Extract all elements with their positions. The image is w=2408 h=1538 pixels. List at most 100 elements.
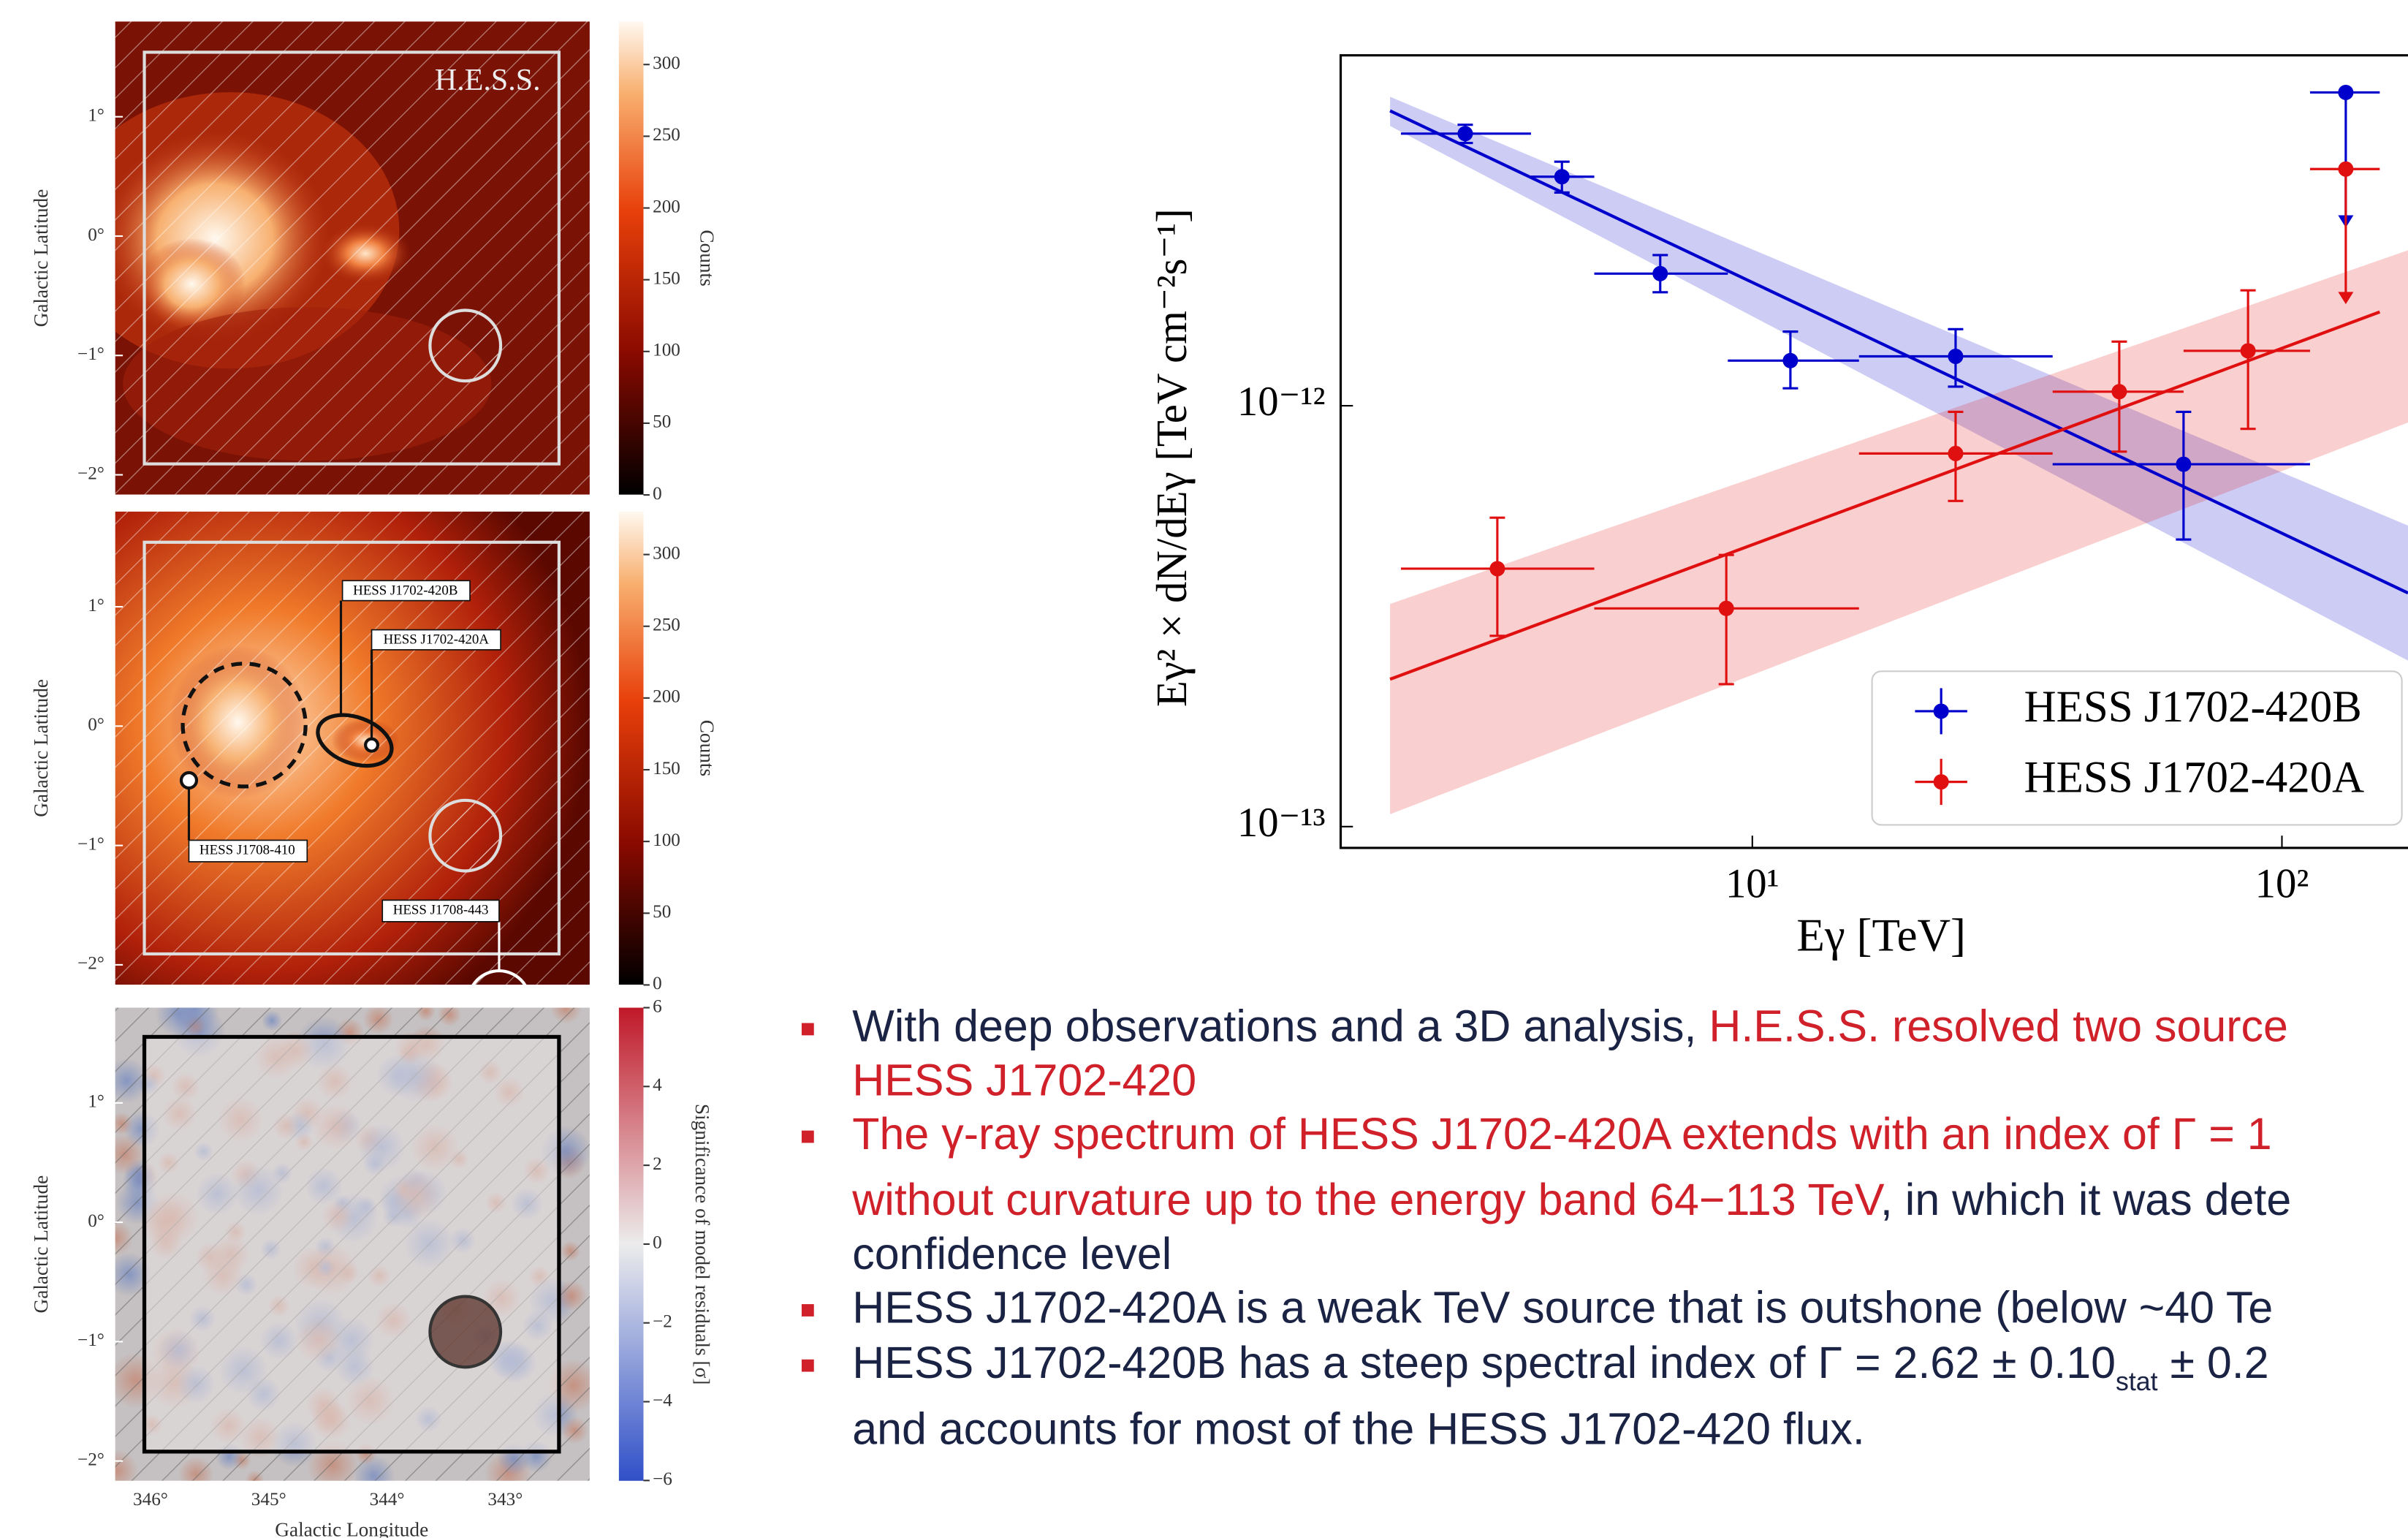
y-tick-label: 1° [88, 105, 105, 125]
axis-label: Galactic Latitude [30, 679, 52, 817]
bullet-marker [801, 1130, 814, 1143]
colorbar-tick-label: −2 [653, 1312, 672, 1332]
x-tick-label: 10¹ [1725, 861, 1780, 907]
data-point [1457, 126, 1473, 142]
upper-limit-head [2338, 292, 2354, 305]
legend-label: HESS J1702-420B [2024, 683, 2362, 732]
bullet-line: HESS J1702-420 [852, 1056, 1196, 1107]
fit-line [1389, 310, 2381, 681]
spectrum-chart: 10¹ 10² 10⁻¹³ 10⁻¹² Eγ [TeV] Eγ² × dN/dEγ [Te… [1148, 54, 2408, 961]
model-map [115, 511, 590, 985]
data-point [1948, 348, 1964, 364]
colorbar-tick-label: 200 [653, 687, 680, 707]
bullet-marker [801, 1359, 814, 1372]
source-label: HESS J1708-443 [393, 902, 489, 917]
colorbar-tick-label: −4 [653, 1390, 672, 1410]
colorbar-tick-label: 0 [653, 1233, 662, 1253]
map-ticks: 1° 0° −1° −2° 1° 0° −1° −2° 1° 0° −1° −2° 346° 345° 34… [77, 53, 680, 1509]
x-tick-label: 345° [251, 1490, 286, 1509]
y-tick-label: 10⁻¹² [1237, 379, 1326, 425]
y-tick-label: −2° [77, 954, 105, 974]
colorbar-tick-label: 0 [653, 974, 662, 993]
colorbar-tick-label: 6 [653, 996, 662, 1016]
bullet-line: confidence level [852, 1229, 1171, 1281]
legend-marker [1933, 703, 1949, 719]
y-tick-label: 10⁻¹³ [1237, 800, 1326, 846]
y-tick-label: 1° [88, 1092, 105, 1112]
bullet-line: The γ-ray spectrum of HESS J1702-420A ex… [852, 1109, 2271, 1161]
confidence-band [1390, 96, 2408, 661]
bullet-line: HESS J1702-420B has a steep spectral ind… [852, 1338, 2268, 1409]
fit-line [1389, 109, 2408, 595]
colorbar-label: Counts [696, 230, 718, 286]
data-point [2111, 384, 2127, 400]
colorbar-tick-label: 100 [653, 341, 680, 360]
colorbar-tick-label: 300 [653, 53, 680, 73]
upper-limit-point [2338, 84, 2354, 100]
x-tick-label: 346° [133, 1490, 168, 1509]
y-tick-label: −1° [77, 834, 105, 854]
text-run: With deep observations and a 3D analysis… [852, 1003, 1709, 1053]
y-tick-label: 0° [88, 1211, 105, 1231]
colorbar-tick-label: 2 [653, 1154, 662, 1174]
legend-marker [1933, 774, 1949, 790]
axis-label: Galactic Latitude [30, 1175, 52, 1314]
colorbar-tick-label: 250 [653, 615, 680, 635]
data-point [1718, 600, 1734, 616]
data-point [1782, 352, 1799, 368]
bullet-line: With deep observations and a 3D analysis… [852, 1001, 2288, 1053]
colorbar-tick-label: 200 [653, 197, 680, 216]
bullet-marker [801, 1304, 814, 1317]
text-run: ± 0.2 [2157, 1339, 2269, 1389]
axis-label: Galactic Longitude [275, 1518, 428, 1537]
colorbar-label: Counts [696, 720, 718, 776]
colorbar-tick-label: 50 [653, 412, 671, 432]
bullet-line: HESS J1702-420A is a weak TeV source tha… [852, 1283, 2273, 1335]
colorbar-tick-label: 300 [653, 543, 680, 563]
text-run: , in which it was dete [1880, 1176, 2292, 1226]
x-tick-label: 10² [2255, 861, 2309, 907]
axis-frame [1339, 54, 2408, 849]
data-point [2176, 456, 2192, 472]
text-run: HESS J1702-420A is a weak TeV source tha… [852, 1284, 2274, 1334]
y-tick-label: −1° [77, 344, 105, 364]
x-axis-label: Eγ [TeV] [1796, 910, 1966, 961]
colorbar [618, 21, 644, 495]
text-run: confidence level [852, 1230, 1172, 1280]
text-run: HESS J1702-420 [852, 1056, 1197, 1107]
y-axis-label: Eγ² × dN/dEγ [TeV cm⁻²s⁻¹] [1148, 208, 1196, 707]
data-point [1489, 561, 1505, 577]
colorbar-tick-label: 50 [653, 902, 671, 922]
y-tick-label: 0° [88, 225, 105, 245]
counts-map [115, 21, 590, 495]
bullet-line: without curvature up to the energy band … [852, 1175, 2291, 1227]
text-run: and accounts for most of the HESS J1702-… [852, 1405, 1865, 1455]
y-tick-label: −1° [77, 1330, 105, 1350]
y-tick-label: −2° [77, 1450, 105, 1469]
x-tick-label: 343° [487, 1490, 523, 1509]
upper-limit-point [2338, 161, 2354, 177]
colorbar-tick-label: −6 [653, 1469, 672, 1489]
y-tick-label: 0° [88, 715, 105, 735]
source-label: HESS J1702-420B [353, 583, 457, 598]
text-run: H.E.S.S. resolved two source [1709, 1003, 2288, 1053]
source-label: HESS J1708-410 [200, 843, 295, 858]
text-run: HESS J1702-420B has a steep spectral ind… [852, 1339, 2116, 1389]
data-point [1948, 445, 1964, 461]
colorbar-tick-label: 150 [653, 268, 680, 288]
bullet-line: and accounts for most of the HESS J1702-… [852, 1404, 1864, 1456]
colorbar-tick-label: 100 [653, 830, 680, 850]
y-tick-label: −2° [77, 463, 105, 483]
bullet-marker [801, 1023, 814, 1036]
y-tick-label: 1° [88, 596, 105, 615]
colorbar-tick-label: 4 [653, 1075, 662, 1095]
colorbar-tick-label: 250 [653, 125, 680, 145]
data-point [1652, 265, 1668, 281]
text-run: The γ-ray spectrum of HESS J1702-420A ex… [852, 1110, 2272, 1160]
axis-label: Galactic Latitude [30, 189, 52, 327]
colorbar [618, 511, 644, 985]
x-tick-label: 344° [370, 1490, 405, 1509]
map-label: H.E.S.S. [435, 64, 541, 97]
